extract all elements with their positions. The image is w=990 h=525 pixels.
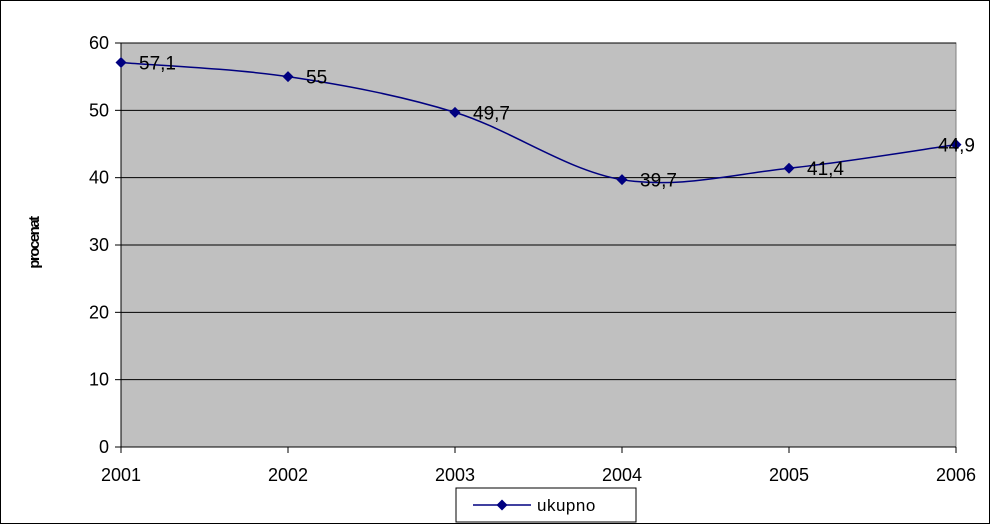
- y-tick-label: 60: [89, 33, 109, 53]
- y-tick-label: 20: [89, 302, 109, 322]
- axes: 0 10 20 30 40 50 60 2001 2002 2003 2004 2005 2006: [89, 33, 976, 485]
- data-point-marker: [783, 162, 795, 174]
- y-axis-title: procenat: [26, 216, 43, 269]
- data-point-marker: [115, 57, 127, 69]
- data-point-marker: [282, 71, 294, 83]
- gridlines: [121, 42, 956, 381]
- legend-label-ukupno: ukupno: [537, 496, 596, 515]
- data-label: 44,9: [938, 136, 975, 157]
- data-label: 55: [306, 68, 327, 89]
- x-tick-label: 2003: [435, 465, 475, 485]
- x-tick-label: 2004: [602, 465, 642, 485]
- x-tick-label: 2006: [936, 465, 976, 485]
- y-tick-label: 50: [89, 100, 109, 120]
- data-labels: 57,1 55 49,7 39,7 41,4 44,9: [139, 54, 975, 192]
- series-line-ukupno: [120, 61, 957, 184]
- y-tick-label: 0: [99, 437, 109, 457]
- data-label: 57,1: [139, 54, 176, 75]
- data-point-marker: [950, 139, 962, 151]
- data-point-marker: [449, 106, 461, 118]
- legend: ukupno: [455, 487, 637, 523]
- x-tick-label: 2005: [769, 465, 809, 485]
- legend-diamond-marker: [496, 499, 508, 511]
- y-tick-label: 40: [89, 168, 109, 188]
- x-tick-label: 2001: [101, 465, 141, 485]
- x-tick-label: 2002: [268, 465, 308, 485]
- series-ukupno: [115, 57, 962, 186]
- data-point-marker: [616, 174, 628, 186]
- y-tick-label: 30: [89, 235, 109, 255]
- data-label: 39,7: [640, 171, 677, 192]
- y-tick-label: 10: [89, 370, 109, 390]
- data-label: 41,4: [807, 159, 844, 180]
- data-label: 49,7: [473, 103, 510, 124]
